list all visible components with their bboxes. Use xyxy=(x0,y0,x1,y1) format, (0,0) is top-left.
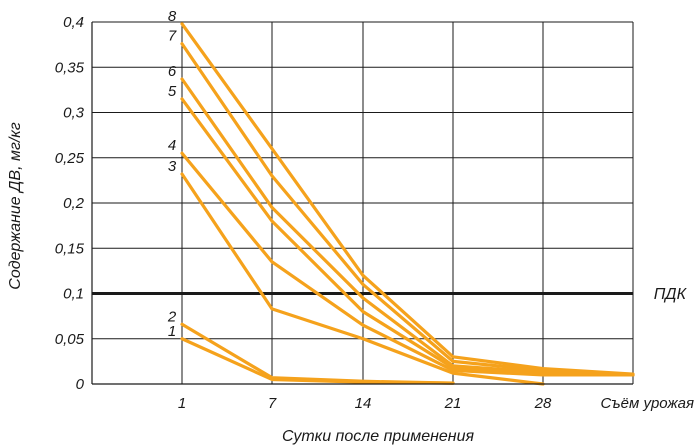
series-line-7 xyxy=(180,42,635,377)
series-label-2: 2 xyxy=(167,308,177,325)
y-tick-label: 0,1 xyxy=(63,286,84,303)
axes xyxy=(91,22,633,385)
series-line-1 xyxy=(180,337,455,385)
x-tick-label: 1 xyxy=(178,395,186,412)
series-line-8 xyxy=(180,22,635,376)
x-tick-label: Съём урожая xyxy=(601,395,694,412)
series-line-2 xyxy=(180,322,455,385)
series-line-4 xyxy=(180,151,635,377)
y-tick-label: 0,4 xyxy=(63,14,84,31)
y-tick-label: 0,25 xyxy=(55,150,85,167)
x-tick-label: 28 xyxy=(534,395,552,412)
y-tick-label: 0,3 xyxy=(63,105,85,122)
y-tick-label: 0,05 xyxy=(55,331,85,348)
series-group xyxy=(180,22,635,386)
y-tick-label: 0,2 xyxy=(63,195,85,212)
y-tick-label: 0,15 xyxy=(55,240,85,257)
series-label-4: 4 xyxy=(168,137,176,154)
x-tick-label: 21 xyxy=(444,395,462,412)
x-tick-label: 14 xyxy=(355,395,372,412)
series-label-3: 3 xyxy=(168,158,177,175)
y-axis-label: Содержание ДВ, мг/кг xyxy=(7,122,24,290)
series-label-6: 6 xyxy=(168,63,177,80)
series-labels: 12 3 4 5 6 7 8 xyxy=(167,8,177,340)
series-label-7: 7 xyxy=(168,28,177,45)
series-line-6 xyxy=(180,77,635,377)
series-label-8: 8 xyxy=(168,8,177,25)
reference-line-label: ПДК xyxy=(654,286,688,303)
x-axis-label: Сутки после применения xyxy=(282,428,475,445)
series-label-1: 1 xyxy=(168,323,176,340)
y-tick-label: 0 xyxy=(76,376,85,393)
x-tick-label: 7 xyxy=(268,395,277,412)
tick-labels: 00,050,10,150,20,250,30,350,41 7 14 21 28 Съё… xyxy=(55,14,694,412)
series-label-5: 5 xyxy=(168,83,177,100)
series-line-3 xyxy=(180,172,545,386)
grid xyxy=(92,21,634,384)
y-tick-label: 0,35 xyxy=(55,59,85,76)
